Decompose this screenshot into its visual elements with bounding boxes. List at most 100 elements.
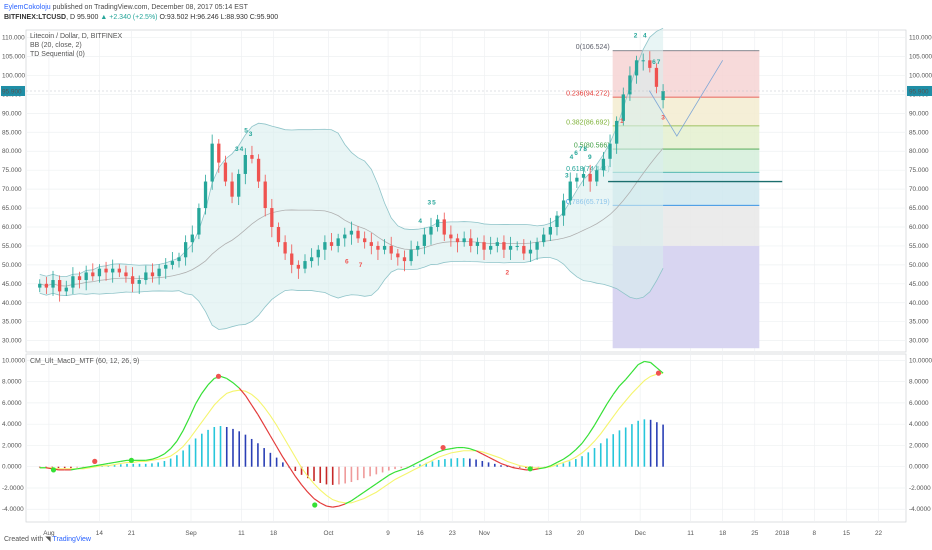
y-tick-label-left: 85.000 [2, 129, 22, 136]
macd-histogram-bar [238, 431, 241, 467]
macd-line-segment [625, 371, 633, 380]
y-tick-label-left: 65.000 [2, 205, 22, 212]
candle-body [508, 245, 513, 250]
candle-body [568, 181, 572, 201]
timeframe-label[interactable]: D [69, 14, 76, 21]
macd-line-segment [494, 459, 502, 465]
footer-brand[interactable]: TradingView [52, 536, 91, 543]
macd-histogram-bar [568, 461, 571, 467]
ohlc-line: BITFINEX:LTCUSD, D 95.900 ▲ +2.340 (+2.5… [4, 14, 279, 21]
macd-histogram-bar [331, 466, 334, 485]
macd-line-segment [257, 414, 265, 426]
macd-y-tick-label-left: 4.0000 [2, 421, 22, 428]
macd-cross-marker [655, 370, 662, 376]
macd-histogram-bar [649, 419, 652, 467]
fib-level-label: 0(106.524) [576, 44, 610, 51]
y-tick-label-left: 100.000 [2, 72, 26, 79]
macd-histogram-bar [51, 466, 54, 468]
macd-histogram-bar [269, 452, 272, 467]
macd-line-segment [313, 498, 321, 504]
macd-histogram-bar [232, 428, 234, 467]
y-tick-label-left: 55.000 [2, 243, 22, 250]
candle-body [51, 280, 55, 288]
macd-line-segment [544, 465, 552, 469]
macd-histogram-bar [581, 456, 583, 467]
macd-y-tick-label-left: 0.0000 [2, 464, 22, 471]
td-sequential-count: 5 [432, 199, 436, 206]
y-tick-label-right: 40.000 [909, 300, 929, 307]
indicator-legend-td: TD Sequential (0) [30, 51, 85, 58]
macd-histogram-bar [450, 458, 452, 467]
y-tick-label-left: 30.000 [2, 338, 22, 345]
macd-y-tick-label-right: -4.0000 [909, 506, 931, 513]
candle-body [336, 238, 340, 246]
projection-path-arrow [648, 60, 724, 137]
macd-histogram-bar [306, 466, 309, 479]
candle-body [44, 283, 49, 288]
y-tick-label-left: 50.000 [2, 262, 22, 269]
x-tick-label: Sep [185, 530, 197, 537]
x-tick-label: 8 [813, 530, 817, 537]
candle-body [515, 245, 519, 247]
candle-body [283, 242, 287, 254]
macd-line-segment [363, 487, 371, 493]
macd-histogram-bar [612, 434, 615, 467]
symbol-label[interactable]: BITFINEX:LTCUSD [4, 14, 67, 21]
macd-line-segment [251, 404, 259, 415]
candle-body [542, 234, 546, 243]
y-tick-label-right: 70.000 [909, 186, 929, 193]
candle-body [442, 219, 446, 235]
macd-histogram-bar [593, 448, 596, 467]
macd-histogram-bar [456, 458, 459, 467]
macd-histogram-bar [487, 462, 490, 467]
y-tick-label-right: 35.000 [909, 319, 929, 326]
macd-histogram-bar [275, 457, 278, 467]
publish-info: published on TradingView.com, December 0… [52, 4, 248, 11]
macd-line-segment [644, 360, 651, 364]
macd-histogram-bar [562, 463, 565, 467]
macd-histogram-bar [624, 427, 627, 467]
x-tick-label: 22 [875, 530, 883, 537]
macd-histogram-bar [82, 466, 85, 468]
candle-body [183, 242, 188, 258]
macd-title: CM_Ult_MacD_MTF (60, 12, 26, 9) [30, 358, 139, 365]
candle-body [588, 173, 592, 182]
macd-histogram-bar [656, 422, 658, 467]
td-sequential-count: 6 [652, 59, 656, 66]
footer: Created with ◥ TradingView [4, 535, 91, 543]
macd-histogram-bar [469, 458, 471, 467]
price-change: ▲ +2.340 (+2.5%) [100, 14, 158, 21]
macd-y-tick-label-left: 2.0000 [2, 442, 22, 449]
candle-body [217, 143, 221, 163]
candle-body [316, 249, 320, 258]
candle-body [495, 242, 499, 246]
candle-body [124, 272, 128, 277]
macd-histogram-bar [76, 466, 78, 468]
candle-body [137, 280, 141, 284]
macd-histogram-bar [101, 465, 103, 467]
macd-cross-marker [215, 373, 222, 379]
macd-cross-marker [312, 502, 318, 508]
price-chart-title: Litecoin / Dollar, D, BITFINEX [30, 33, 123, 40]
macd-line-segment [195, 393, 203, 405]
macd-histogram-bar [250, 438, 253, 467]
macd-line-segment [176, 430, 184, 442]
author-link[interactable]: EylemCokoloju [4, 4, 51, 11]
td-sequential-count: 8 [583, 146, 587, 153]
macd-cross-marker [527, 466, 533, 472]
y-tick-label-left: 90.000 [2, 110, 22, 117]
macd-histogram-bar [188, 444, 191, 467]
macd-histogram-bar [537, 466, 540, 468]
candle-body [601, 158, 606, 171]
candle-body [522, 245, 526, 254]
macd-y-tick-label-left: 10.0000 [2, 357, 26, 364]
macd-line-segment [425, 454, 433, 459]
x-tick-label: Aug [43, 530, 55, 537]
fib-level-label: 0.618(74.441) [566, 166, 610, 173]
macd-line-segment [282, 456, 290, 468]
candle-body [157, 268, 161, 277]
macd-line-segment [569, 449, 577, 456]
macd-histogram-bar [356, 466, 359, 481]
macd-histogram-bar [57, 466, 60, 469]
